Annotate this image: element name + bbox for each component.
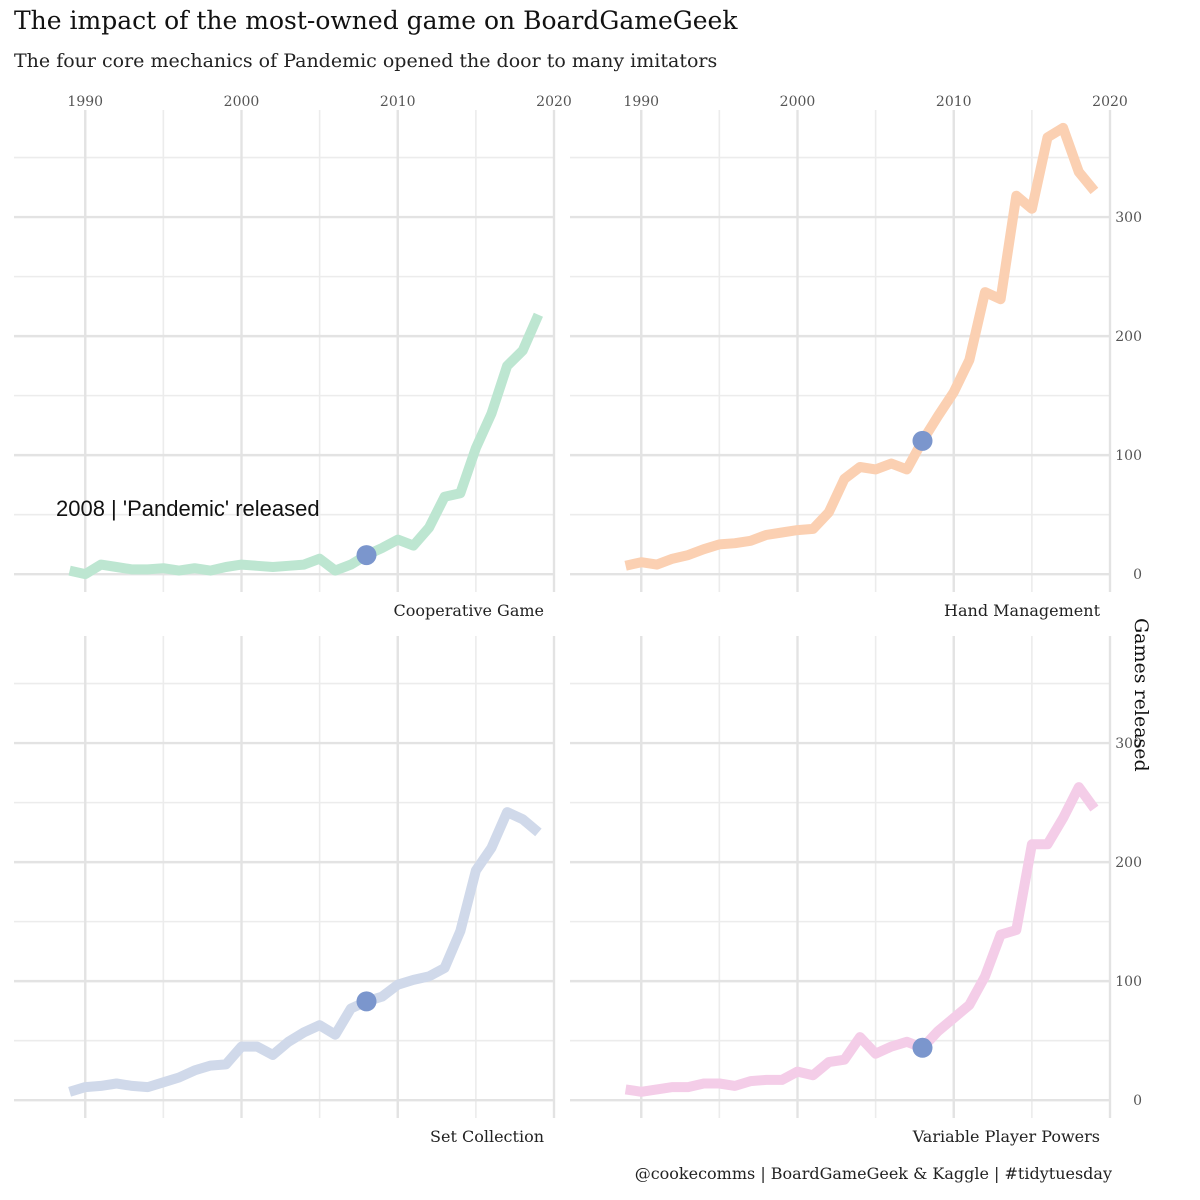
y-tick-label: 200	[1115, 855, 1142, 871]
panel-set-collection: Set Collection	[14, 636, 556, 1146]
x-tick-label: 2020	[536, 94, 572, 110]
y-tick-label: 200	[1115, 329, 1142, 345]
panel-cooperative-game: 1990 2000 2010 2020 Cooperative Game	[14, 94, 572, 620]
series-line-cooperative-game	[68, 312, 543, 580]
x-tick-label: 2000	[780, 94, 816, 110]
x-tick-label: 2000	[224, 94, 260, 110]
chart-subtitle: The four core mechanics of Pandemic open…	[14, 50, 718, 72]
pandemic-release-point	[912, 1037, 933, 1058]
pandemic-release-point	[356, 545, 377, 566]
pandemic-release-point	[912, 430, 933, 451]
y-tick-label: 300	[1115, 736, 1142, 752]
panel-label: Cooperative Game	[393, 601, 544, 620]
y-tick-label: 100	[1115, 448, 1142, 464]
series-line-variable-player-powers	[624, 782, 1099, 1097]
y-axis-label: Games released	[1130, 618, 1152, 772]
panel-label: Set Collection	[430, 1127, 544, 1146]
x-tick-label: 2010	[380, 94, 416, 110]
x-tick-label: 1990	[623, 94, 659, 110]
pandemic-release-point	[356, 991, 377, 1012]
x-tick-label: 2010	[936, 94, 972, 110]
y-tick-label: 0	[1133, 1093, 1142, 1109]
pandemic-annotation: 2008 | 'Pandemic' released	[56, 496, 320, 521]
chart-caption: @cookecomms | BoardGameGeek & Kaggle | #…	[634, 1164, 1112, 1183]
y-tick-label: 100	[1115, 974, 1142, 990]
panel-label: Hand Management	[944, 601, 1101, 620]
y-tick-label: 300	[1115, 210, 1142, 226]
series-line-hand-management	[624, 122, 1099, 571]
panel-variable-player-powers: 0 100 200 300 Variable Player Powers	[570, 636, 1142, 1146]
panel-hand-management: 1990 2000 2010 2020 0 100 200 300 Hand Managemen…	[570, 94, 1142, 620]
x-tick-label: 1990	[67, 94, 103, 110]
y-tick-label: 0	[1133, 567, 1142, 583]
x-tick-label: 2020	[1092, 94, 1128, 110]
series-line-set-collection	[68, 807, 542, 1097]
panel-label: Variable Player Powers	[912, 1127, 1100, 1146]
chart-title: The impact of the most-owned game on Boa…	[14, 6, 738, 35]
